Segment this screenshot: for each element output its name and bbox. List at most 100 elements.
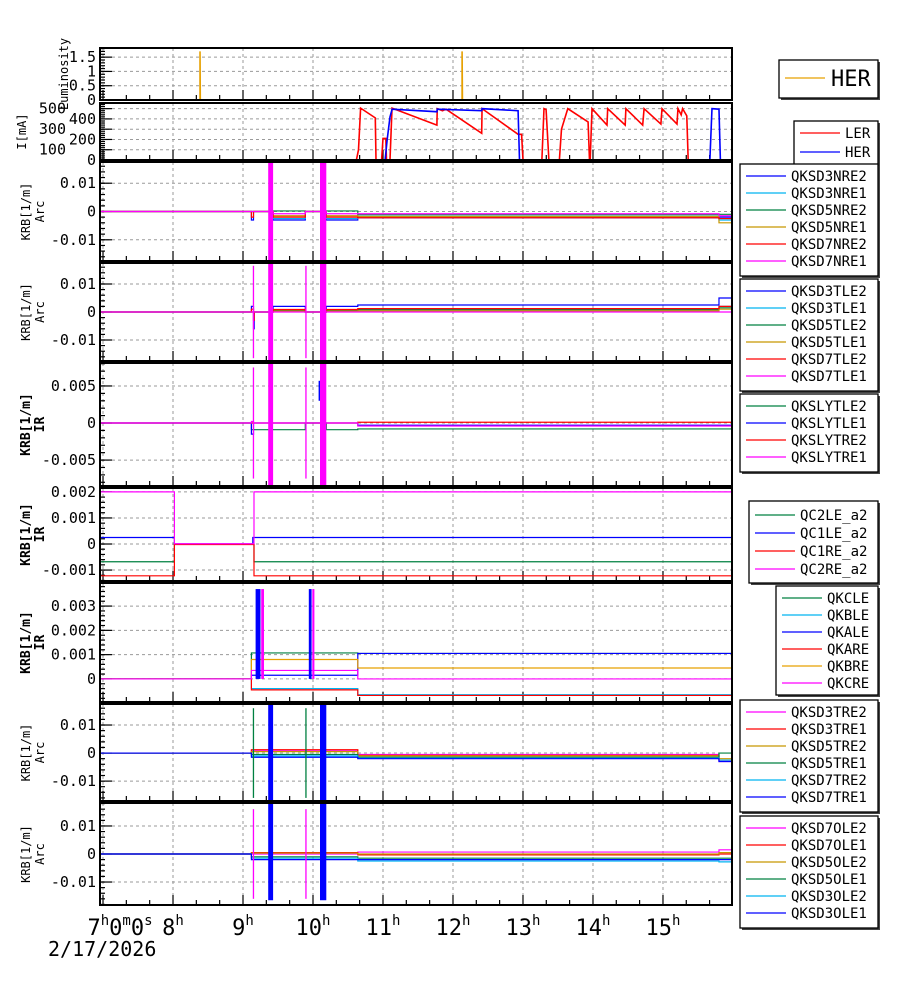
panel-2: -0.01 0 0.01 KRB[1/m] Arc [19,161,733,262]
x-tick-label-part: 8 [162,916,175,941]
series-QKBRE [100,658,732,680]
x-tick-label: 12h [436,913,471,941]
series-QC1RE_a2 [100,543,732,577]
y-tick-label: -0.01 [51,331,96,349]
x-tick-label-part: 0 [109,916,122,941]
series-group [100,105,732,160]
y-tick-label: 0 [87,91,96,109]
x-tick-label-part: 12 [436,916,463,941]
y-tick-label: 100 [39,141,66,159]
legend-label: QKSLYTLE1 [791,416,867,432]
y-axis-label: KRB[1/m] [19,503,34,566]
legend-label: QKSD7TLE2 [791,352,867,368]
panel-frame [99,802,733,906]
legend-label: QKSD3TRE1 [791,722,867,738]
legend-label: HER [831,67,871,92]
series-QKALE [100,652,732,680]
spike-mark [319,263,327,361]
legend-label: QKSD5NRE1 [791,220,867,236]
legend-label: QKSD3NRE2 [791,169,867,185]
legend-label: QKSD7NRE2 [791,237,867,253]
panel-frame [99,102,733,161]
legend-panel-3: QKSD3TLE2QKSD3TLE1QKSD5TLE2QKSD5TLE1QKSD… [739,278,880,393]
spike-mark [319,803,327,901]
x-tick-label-part: 11 [366,916,393,941]
x-tick-label-part: h [392,913,400,929]
y-axis-label: Arc [33,742,47,764]
legend-label: QKSD3TRE2 [791,705,867,721]
x-tick-label-part: 10 [296,916,323,941]
legend-shadow [742,281,880,393]
spike-mark [319,704,327,801]
series-QC2LE_a2 [100,543,732,563]
date-label: 2/17/2026 [48,937,156,961]
legend-label: QKCLE [827,591,869,607]
y-axis-label: IR [33,635,48,651]
y-tick-label: 0 [87,670,96,688]
legend-label: QKBRE [827,659,869,675]
series-group [100,704,732,801]
legend-label: QKSD5TRE1 [791,756,867,772]
series-LER [100,105,732,160]
spike-mark [255,589,261,679]
x-tick-label-part: 9 [232,916,245,941]
x-tick-label-part: h [672,913,680,929]
legend-shadow [742,702,880,814]
y-tick-label: 0 [87,845,96,863]
x-tick-label-part: s [144,913,152,929]
panel-frame [99,47,733,101]
spike-mark [305,708,307,798]
y-axis-label: KRB[1/m] [19,283,33,341]
y-tick-label: 0.003 [51,597,96,615]
legend-label: QKSD7NRE1 [791,254,867,270]
y-tick-label: -0.01 [51,772,96,790]
legend-label: QKSLYTLE2 [791,399,867,415]
x-tick-label: 8h [162,913,184,941]
y-tick-label: 400 [69,110,96,128]
legend-shadow [742,818,880,930]
y-axis-label: IR [33,417,48,433]
y-tick-label: 0.001 [51,646,96,664]
series-QKBLE [100,678,732,696]
legend-label: QKSD3TLE1 [791,301,867,317]
series-group [100,263,732,361]
spike-mark [261,589,265,679]
spike-mark [252,809,255,899]
legend-label: QKSD5TRE2 [791,739,867,755]
x-tick-label-part: h [322,913,330,929]
x-tick-label-part: h [101,913,109,929]
legend-label: QKSD7OLE1 [791,838,867,854]
y-tick-label: 0.001 [51,509,96,527]
y-tick-label: 500 [39,100,66,118]
series-QKSD7TLE2 [100,305,732,321]
legend-label: QKARE [827,642,869,658]
legend-label: QKSD5OLE2 [791,855,867,871]
series-QKSD7TRE1 [100,752,732,763]
y-axis-label: I[mA] [15,113,29,149]
spike-mark [319,162,327,261]
x-tick-label: 13h [506,913,541,941]
x-tick-label: 9h [232,913,254,941]
x-tick-label-part: h [245,913,253,929]
legend-panel-7: QKSD3TRE2QKSD3TRE1QKSD5TRE2QKSD5TRE1QKSD… [739,699,880,814]
legend-label: HER [845,145,871,161]
spike-mark [312,589,315,679]
x-tick-label: 14h [576,913,611,941]
y-tick-label: 0.01 [60,716,96,734]
x-tick-label-part: h [602,913,610,929]
x-tick-label-part: h [175,913,183,929]
legend-label: QKSD5OLE1 [791,872,867,888]
panel-7: -0.01 0 0.01 KRB[1/m] Arc [19,703,733,802]
panel-8: -0.01 0 0.01 KRB[1/m] Arc [19,802,733,906]
legend-shadow [742,166,880,278]
series-QKCRE [100,669,732,680]
legend-shadow [751,503,880,585]
spike-mark [318,380,320,401]
y-axis-label: Arc [33,843,47,865]
x-tick-label-part: m [122,913,130,929]
legend-label: QKALE [827,625,869,641]
x-tick-label-part: 7 [87,916,100,941]
legend-label: QKSD3OLE1 [791,906,867,922]
